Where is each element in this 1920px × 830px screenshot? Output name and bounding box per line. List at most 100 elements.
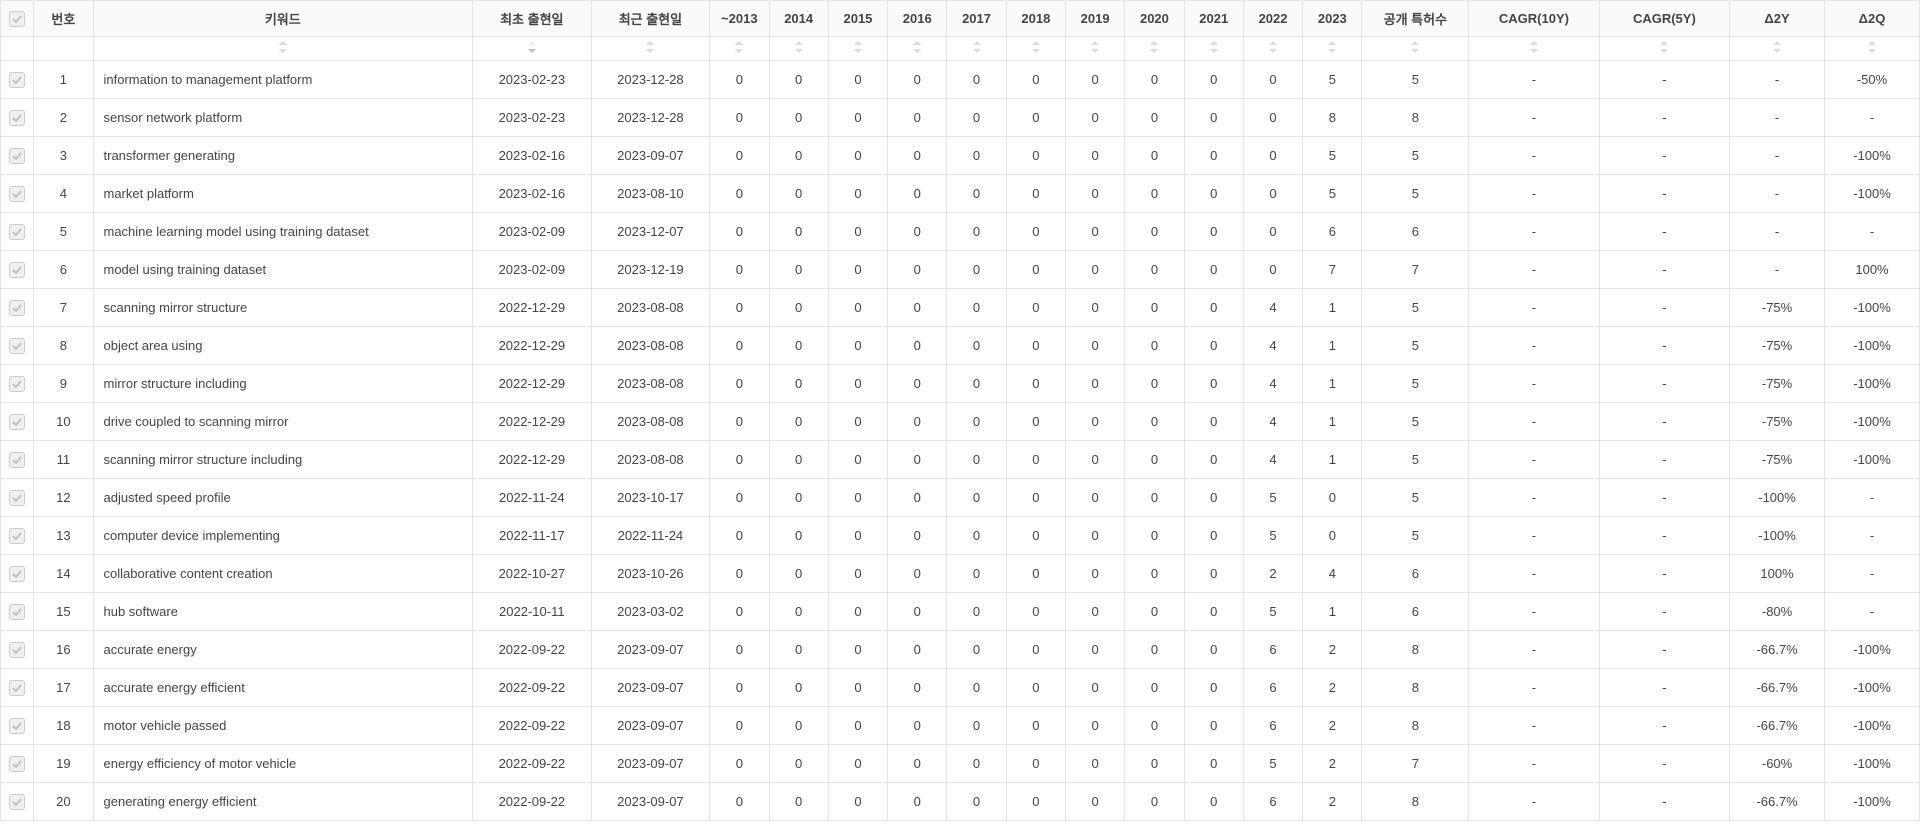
sort-delta2q[interactable] [1824,37,1919,61]
table-row[interactable]: 18motor vehicle passed2022-09-222023-09-… [1,707,1920,745]
row-checkbox[interactable] [1,327,34,365]
row-first-date: 2022-09-22 [473,669,592,707]
row-checkbox[interactable] [1,555,34,593]
row-checkbox[interactable] [1,783,34,821]
row-first-date: 2022-11-24 [473,479,592,517]
table-row[interactable]: 10drive coupled to scanning mirror2022-1… [1,403,1920,441]
sort-cagr10y[interactable] [1469,37,1599,61]
row-checkbox[interactable] [1,213,34,251]
row-first-date: 2022-09-22 [473,707,592,745]
header-public-patents[interactable]: 공개 특허수 [1362,1,1469,37]
row-checkbox[interactable] [1,365,34,403]
table-row[interactable]: 11scanning mirror structure including202… [1,441,1920,479]
table-row[interactable]: 12adjusted speed profile2022-11-242023-1… [1,479,1920,517]
sort-2016[interactable] [888,37,947,61]
table-row[interactable]: 17accurate energy efficient2022-09-22202… [1,669,1920,707]
sort-cagr5y[interactable] [1599,37,1729,61]
table-row[interactable]: 19energy efficiency of motor vehicle2022… [1,745,1920,783]
header-y2015[interactable]: 2015 [828,1,887,37]
header-last-appearance[interactable]: 최근 출현일 [591,1,710,37]
sort-2018[interactable] [1006,37,1065,61]
row-year-9: 0 [1243,61,1302,99]
row-checkbox[interactable] [1,479,34,517]
header-y2020[interactable]: 2020 [1125,1,1184,37]
row-delta2q: - [1824,213,1919,251]
row-cagr10y: - [1469,175,1599,213]
row-year-1: 0 [769,669,828,707]
header-first-appearance[interactable]: 최초 출현일 [473,1,592,37]
sort-delta2y[interactable] [1730,37,1825,61]
table-row[interactable]: 14collaborative content creation2022-10-… [1,555,1920,593]
row-keyword: energy efficiency of motor vehicle [93,745,473,783]
row-year-1: 0 [769,479,828,517]
sort-pre2013[interactable] [710,37,769,61]
row-year-2: 0 [828,745,887,783]
sort-2017[interactable] [947,37,1006,61]
row-checkbox[interactable] [1,137,34,175]
sort-2023[interactable] [1303,37,1362,61]
header-delta2y[interactable]: Δ2Y [1730,1,1825,37]
header-y2017[interactable]: 2017 [947,1,1006,37]
header-y2022[interactable]: 2022 [1243,1,1302,37]
row-checkbox[interactable] [1,403,34,441]
header-number[interactable]: 번호 [34,1,93,37]
header-y2021[interactable]: 2021 [1184,1,1243,37]
table-row[interactable]: 6model using training dataset2023-02-092… [1,251,1920,289]
row-keyword: accurate energy efficient [93,669,473,707]
table-row[interactable]: 9mirror structure including2022-12-29202… [1,365,1920,403]
sort-2014[interactable] [769,37,828,61]
row-checkbox[interactable] [1,99,34,137]
table-row[interactable]: 8object area using2022-12-292023-08-0800… [1,327,1920,365]
sort-2020[interactable] [1125,37,1184,61]
row-first-date: 2022-12-29 [473,327,592,365]
header-select-all[interactable] [1,1,34,37]
row-checkbox[interactable] [1,517,34,555]
header-y2019[interactable]: 2019 [1065,1,1124,37]
header-y-pre2013[interactable]: ~2013 [710,1,769,37]
row-checkbox[interactable] [1,289,34,327]
table-row[interactable]: 7scanning mirror structure2022-12-292023… [1,289,1920,327]
row-year-6: 0 [1065,441,1124,479]
table-row[interactable]: 13computer device implementing2022-11-17… [1,517,1920,555]
sort-patents[interactable] [1362,37,1469,61]
row-checkbox[interactable] [1,707,34,745]
table-row[interactable]: 20generating energy efficient2022-09-222… [1,783,1920,821]
header-y2018[interactable]: 2018 [1006,1,1065,37]
header-cagr5y[interactable]: CAGR(5Y) [1599,1,1729,37]
header-y2023[interactable]: 2023 [1303,1,1362,37]
table-row[interactable]: 15hub software2022-10-112023-03-02000000… [1,593,1920,631]
row-cagr5y: - [1599,593,1729,631]
row-checkbox[interactable] [1,441,34,479]
table-row[interactable]: 3transformer generating2023-02-162023-09… [1,137,1920,175]
header-y2016[interactable]: 2016 [888,1,947,37]
table-row[interactable]: 1information to management platform2023-… [1,61,1920,99]
header-keyword[interactable]: 키워드 [93,1,473,37]
row-checkbox[interactable] [1,251,34,289]
header-delta2q[interactable]: Δ2Q [1824,1,1919,37]
header-cagr10y[interactable]: CAGR(10Y) [1469,1,1599,37]
row-checkbox[interactable] [1,745,34,783]
row-checkbox[interactable] [1,669,34,707]
sort-keyword[interactable] [93,37,473,61]
row-year-4: 0 [947,61,1006,99]
table-row[interactable]: 4market platform2023-02-162023-08-100000… [1,175,1920,213]
row-cagr5y: - [1599,441,1729,479]
row-checkbox[interactable] [1,631,34,669]
table-row[interactable]: 5machine learning model using training d… [1,213,1920,251]
sort-first-appearance[interactable] [473,37,592,61]
sort-last-appearance[interactable] [591,37,710,61]
sort-2019[interactable] [1065,37,1124,61]
row-checkbox[interactable] [1,593,34,631]
sort-2015[interactable] [828,37,887,61]
header-y2014[interactable]: 2014 [769,1,828,37]
row-checkbox[interactable] [1,61,34,99]
table-row[interactable]: 2sensor network platform2023-02-232023-1… [1,99,1920,137]
sort-2022[interactable] [1243,37,1302,61]
table-row[interactable]: 16accurate energy2022-09-222023-09-07000… [1,631,1920,669]
row-cagr10y: - [1469,745,1599,783]
row-checkbox[interactable] [1,175,34,213]
row-last-date: 2023-12-19 [591,251,710,289]
row-year-10: 4 [1303,555,1362,593]
sort-2021[interactable] [1184,37,1243,61]
row-year-0: 0 [710,61,769,99]
